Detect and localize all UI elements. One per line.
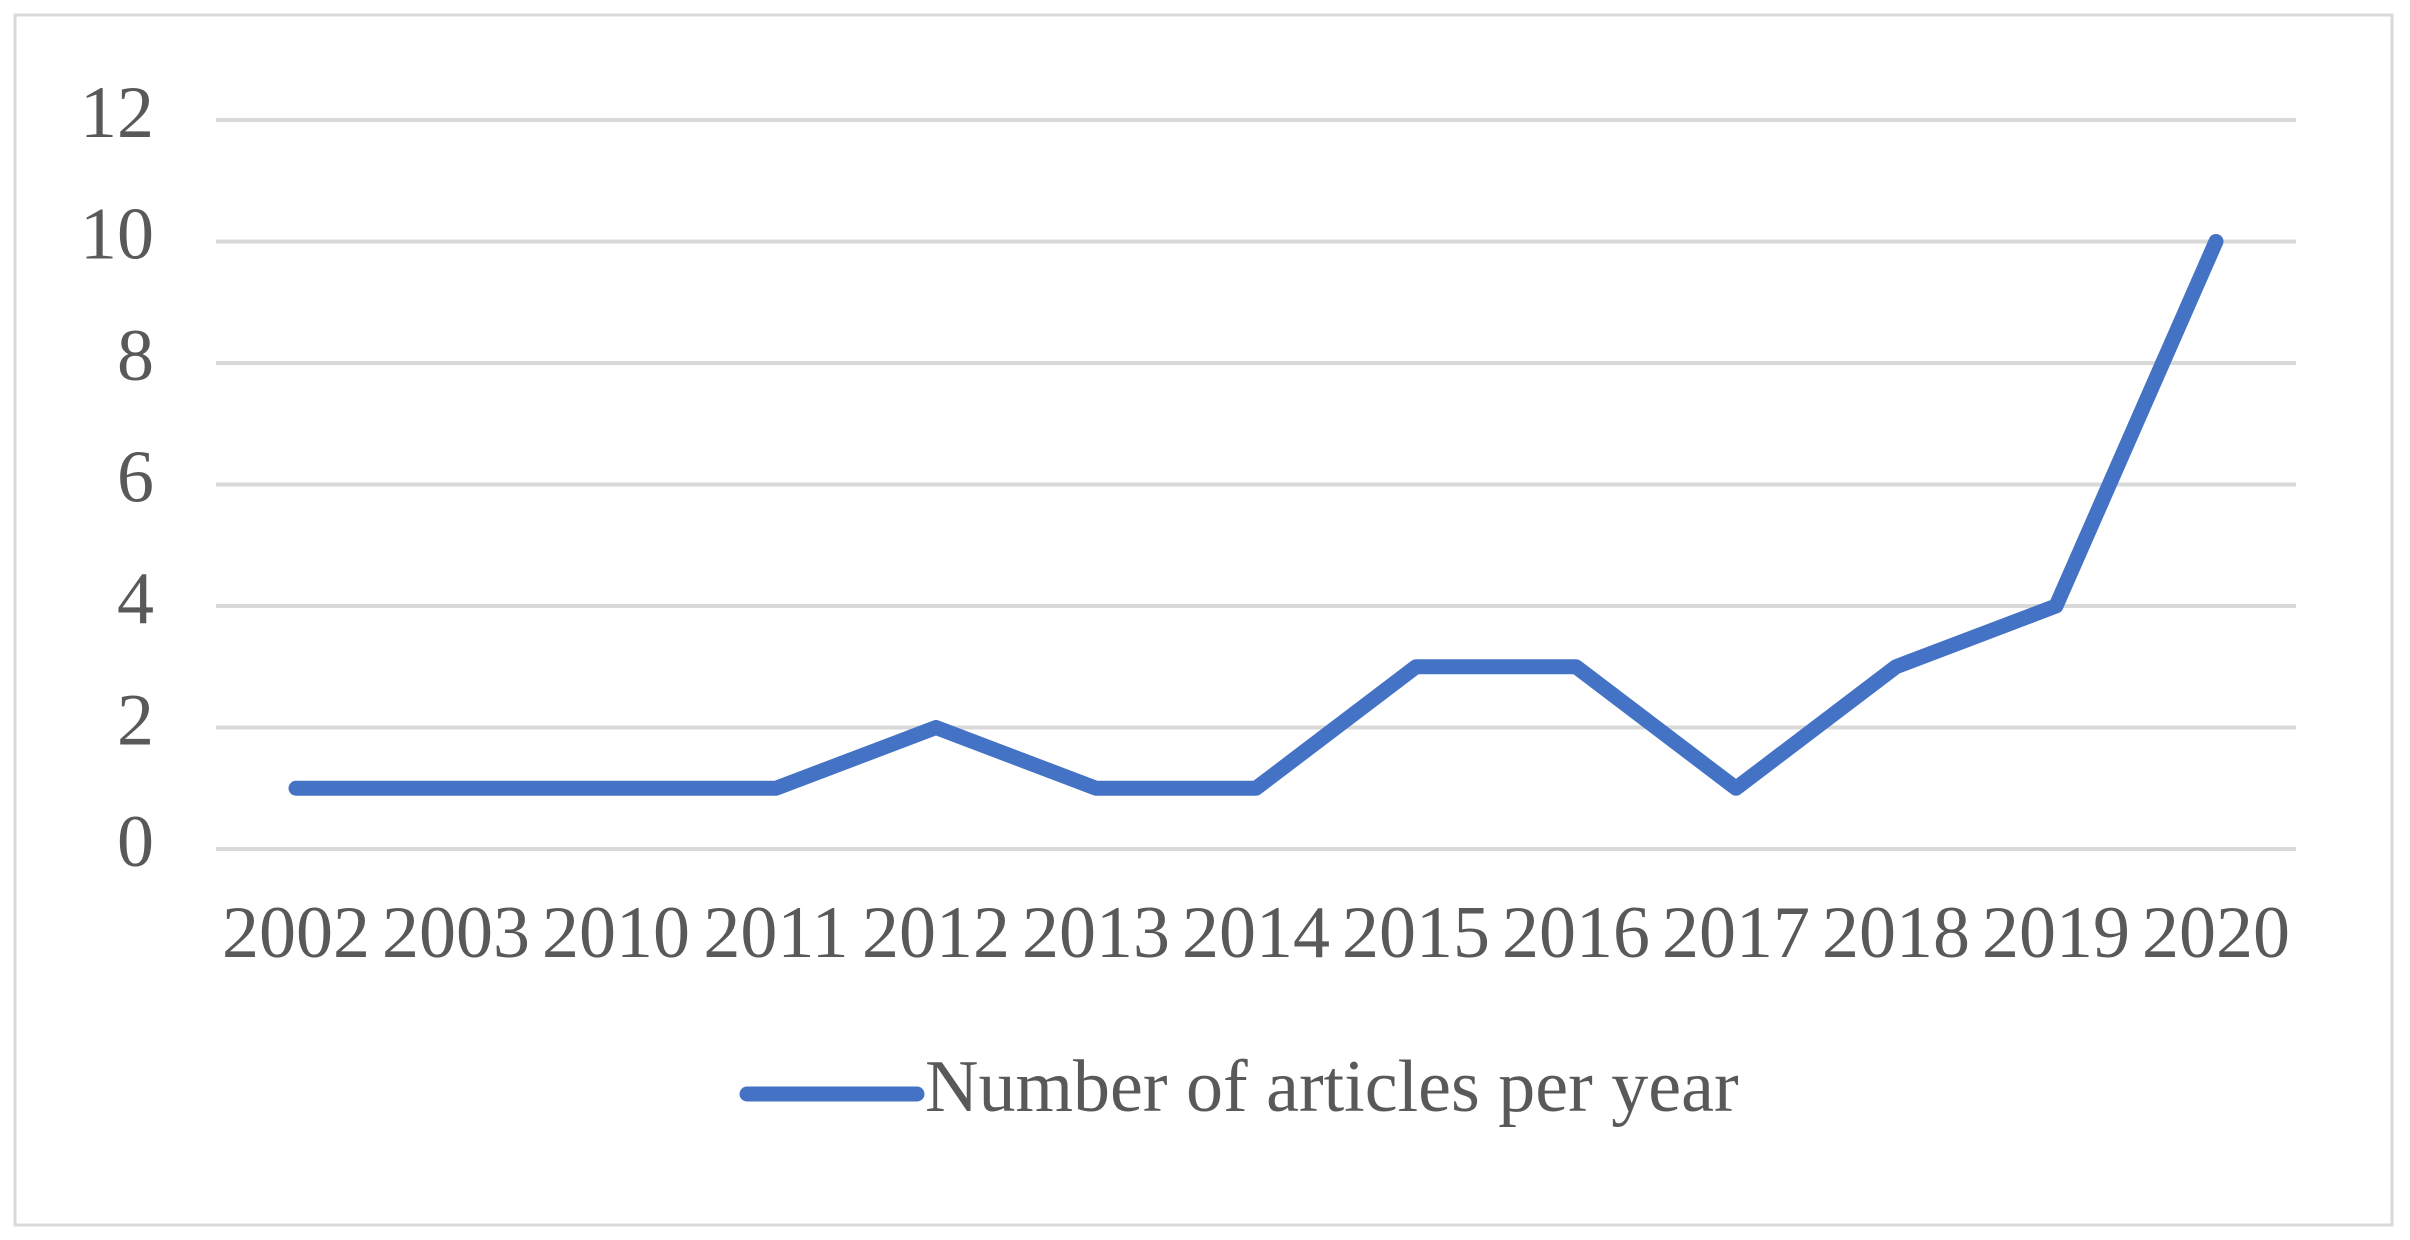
y-tick-label: 10 (80, 193, 154, 275)
x-tick-label: 2010 (542, 892, 690, 974)
x-tick-label: 2016 (1502, 892, 1650, 974)
y-tick-label: 12 (80, 72, 154, 154)
x-tick-label: 2002 (222, 892, 370, 974)
x-tick-label: 2017 (1662, 892, 1810, 974)
x-tick-label: 2020 (2142, 892, 2290, 974)
y-tick-label: 6 (117, 436, 154, 518)
x-tick-label: 2015 (1342, 892, 1490, 974)
y-tick-label: 0 (117, 801, 154, 883)
y-tick-label: 2 (117, 679, 154, 761)
data-line (288, 234, 2224, 796)
legend-label: Number of articles per year (925, 1046, 1739, 1128)
chart-frame (13, 13, 2394, 1227)
y-tick-label: 8 (117, 315, 154, 397)
x-tick-label: 2018 (1822, 892, 1970, 974)
x-tick-label: 2012 (862, 892, 1010, 974)
y-tick-label: 4 (117, 558, 154, 640)
x-tick-label: 2019 (1982, 892, 2130, 974)
x-tick-label: 2013 (1022, 892, 1170, 974)
x-tick-label: 2014 (1182, 892, 1330, 974)
x-tick-label: 2003 (382, 892, 530, 974)
x-tick-label: 2011 (703, 892, 848, 974)
